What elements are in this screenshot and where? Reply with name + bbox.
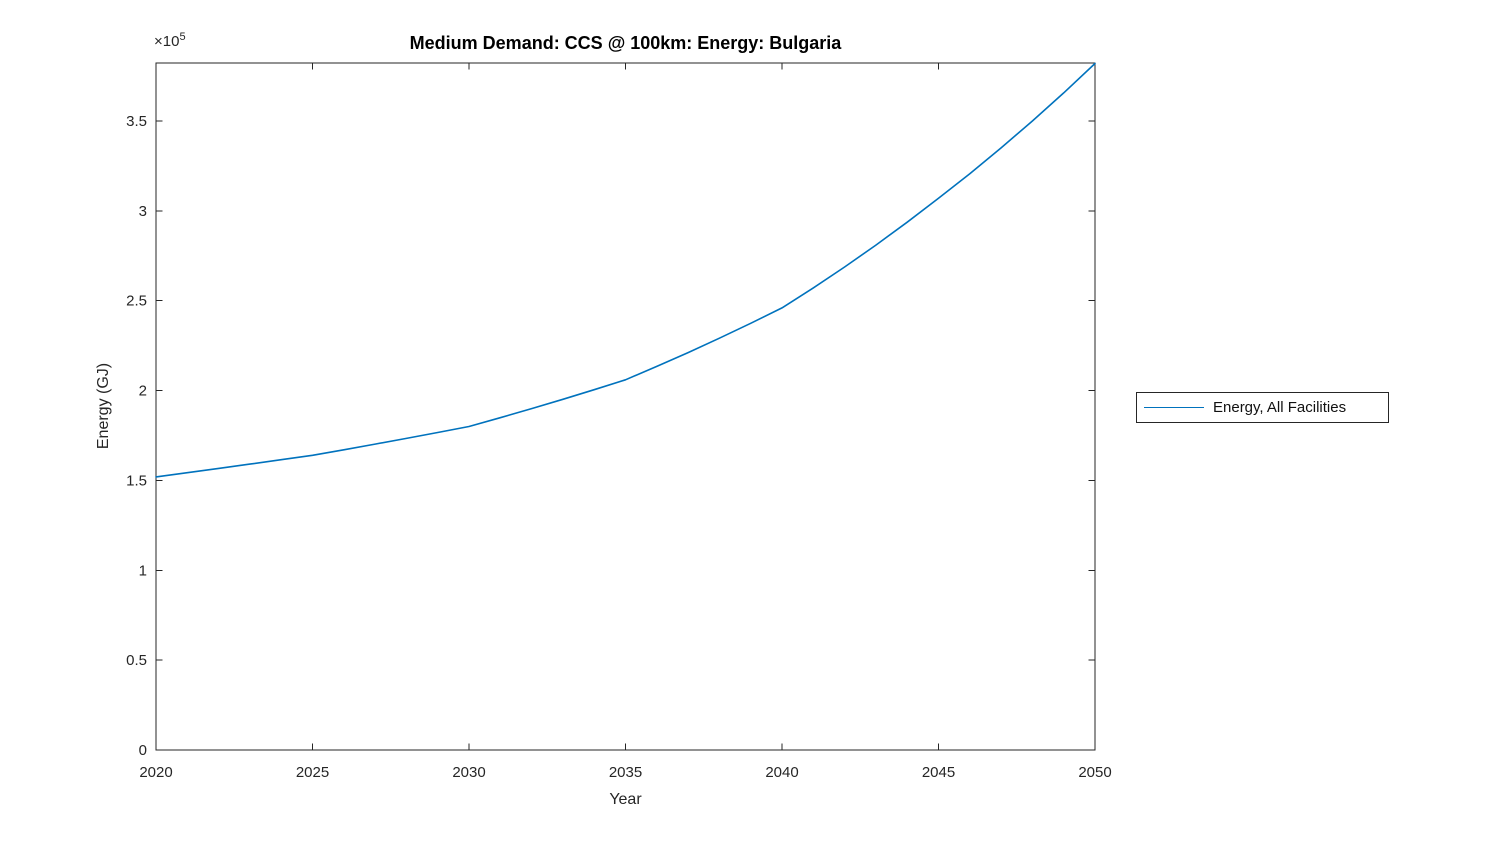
axis-tick-labels: 2020 2025 2030 2035 2040 2045 2050 0 0.5 1 1.5 2 2.5… — [126, 113, 1112, 781]
y-tick-label: 1.5 — [126, 472, 147, 489]
x-tick-label: 2040 — [765, 764, 798, 781]
axis-tick-marks — [155, 63, 1096, 751]
x-tick-label: 2035 — [609, 764, 642, 781]
x-tick-label: 2025 — [296, 764, 329, 781]
plot-box — [155, 62, 1096, 751]
energy-series-line — [155, 62, 1096, 478]
legend[interactable]: Energy, All Facilities — [1136, 392, 1389, 423]
y-tick-label: 0 — [139, 742, 147, 759]
y-tick-label: 2 — [139, 383, 147, 400]
y-tick-label: 2.5 — [126, 293, 147, 310]
y-axis-exponent-base: ×10 — [154, 33, 180, 50]
legend-line-sample — [1144, 407, 1204, 408]
x-tick-label: 2020 — [139, 764, 172, 781]
y-tick-label: 3 — [139, 203, 147, 220]
y-tick-label: 0.5 — [126, 652, 147, 669]
y-axis-exponent-sup: 5 — [179, 31, 186, 43]
y-tick-label: 3.5 — [126, 113, 147, 130]
legend-entry-label: Energy, All Facilities — [1213, 399, 1347, 416]
y-tick-label: 1 — [139, 562, 147, 579]
chart-title: Medium Demand: CCS @ 100km: Energy: Bulg… — [409, 33, 842, 53]
x-axis-label: Year — [609, 791, 642, 808]
x-tick-label: 2045 — [922, 764, 955, 781]
x-tick-label: 2030 — [452, 764, 485, 781]
y-axis-exponent-label: ×105 — [154, 31, 186, 50]
x-tick-label: 2050 — [1078, 764, 1111, 781]
